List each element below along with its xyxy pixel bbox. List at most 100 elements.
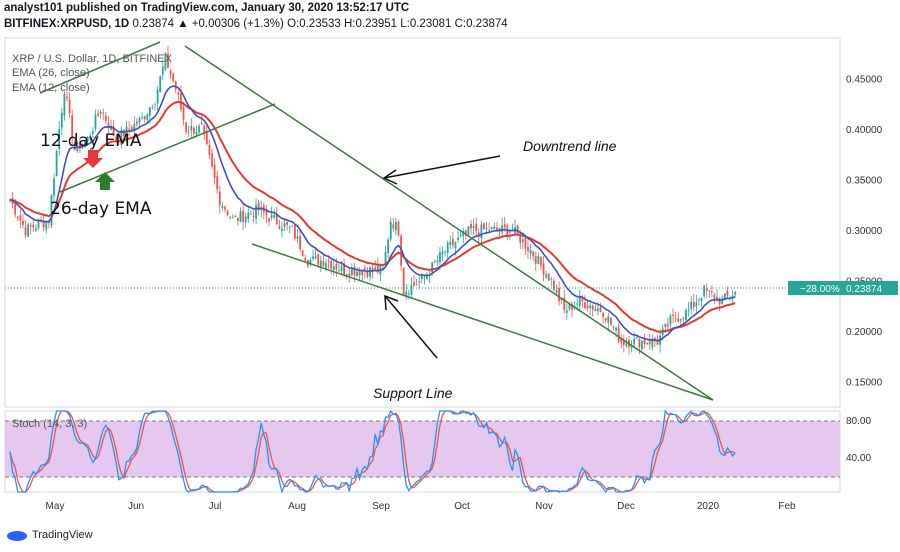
candle (19, 209, 22, 229)
candle (441, 246, 444, 262)
candle (156, 86, 159, 111)
candle (151, 104, 154, 110)
candle (692, 294, 695, 312)
candle (218, 185, 221, 214)
candle (29, 222, 32, 235)
chart-header: analyst101 published on TradingView.com,… (4, 0, 896, 32)
stoch-band (5, 421, 840, 477)
candle (607, 312, 610, 331)
candle (296, 228, 299, 244)
y-tick-label: 0.40000 (846, 125, 883, 136)
candle (690, 295, 693, 315)
candle (444, 250, 447, 256)
candle (599, 302, 602, 313)
candle (182, 101, 185, 126)
candle (167, 45, 169, 69)
annotation-arrows (382, 155, 501, 359)
candle (643, 333, 646, 349)
candle (309, 257, 312, 267)
candle (89, 132, 92, 142)
candle (299, 229, 301, 253)
candle (648, 333, 651, 350)
candle (493, 222, 496, 230)
candle (226, 209, 229, 217)
candle (205, 124, 208, 146)
candle (358, 267, 361, 281)
candle (257, 199, 260, 216)
candle (573, 301, 576, 311)
candle (330, 260, 333, 275)
candle (672, 308, 674, 324)
candle (172, 72, 175, 84)
candle (589, 302, 592, 315)
candle (73, 139, 76, 151)
candle (159, 75, 162, 93)
candle (516, 224, 519, 235)
y-tick-label: 0.30000 (846, 226, 883, 237)
candle (413, 274, 415, 287)
candle (45, 221, 48, 234)
candle (231, 214, 234, 219)
candle (68, 91, 71, 118)
candle (348, 267, 351, 283)
candle (483, 222, 485, 230)
candle (654, 336, 656, 348)
stoch-tick-80: 80.00 (846, 416, 871, 427)
candle (203, 123, 206, 141)
candle (514, 219, 516, 236)
candle (669, 313, 672, 328)
candle (288, 225, 291, 234)
candle (369, 266, 371, 281)
candle (545, 270, 548, 279)
brand-name: TradingView (32, 529, 93, 541)
y-tick-label: 0.35000 (846, 176, 883, 187)
candle (602, 311, 605, 324)
candle (262, 202, 265, 220)
candle (718, 297, 721, 311)
candle (252, 210, 255, 223)
candle (63, 91, 66, 121)
candle (366, 266, 369, 279)
candle (470, 220, 472, 236)
candle (395, 217, 397, 236)
candle (273, 208, 276, 220)
candle (547, 272, 550, 282)
candle (55, 149, 58, 177)
stoch-k-line (9, 409, 736, 494)
x-tick-label: 2020 (697, 501, 720, 512)
candle (275, 206, 278, 226)
candle (542, 256, 545, 282)
candle (710, 285, 713, 298)
candle (529, 243, 532, 260)
candle (384, 245, 387, 266)
candle (154, 102, 156, 111)
candle (32, 219, 35, 233)
downtrend-arrow (383, 155, 501, 179)
candle (66, 91, 68, 102)
candle (363, 264, 366, 279)
candle (169, 68, 172, 79)
candle (553, 278, 555, 292)
candle (685, 307, 687, 322)
candle (628, 335, 630, 355)
candle (278, 219, 281, 230)
candle (630, 340, 633, 353)
candle (338, 264, 340, 272)
candle (462, 227, 465, 244)
candle (115, 134, 118, 141)
candle (703, 284, 706, 299)
time-axis: May Jun Jul Aug Sep Oct Nov Dec 2020 Feb (46, 501, 797, 512)
candle (488, 222, 491, 234)
candle (133, 116, 136, 137)
candle (698, 298, 700, 305)
candle (291, 225, 294, 228)
x-tick-label: Nov (535, 501, 553, 512)
candle (423, 276, 426, 285)
ema26-line (9, 100, 736, 333)
candle (322, 253, 325, 268)
downtrend-arrowhead (382, 169, 398, 185)
candle (237, 217, 239, 226)
candle (584, 295, 586, 310)
publish-info: analyst101 published on TradingView.com,… (4, 2, 410, 14)
candle (281, 221, 283, 238)
